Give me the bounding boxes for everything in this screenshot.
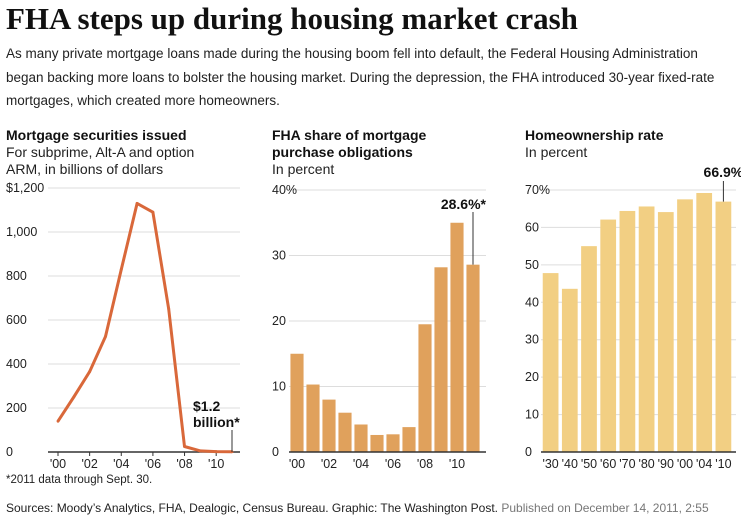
chart1-ytick-label: 600 [6,313,27,327]
chart1-ytick-label: 400 [6,357,27,371]
chart1-subtitle-line2: ARM, in billions of dollars [6,161,164,177]
chart3-bar [600,219,617,452]
chart3-xtick-label: '80 [638,457,654,471]
chart1-ytick-label: 0 [6,445,13,459]
chart2-bar [418,324,432,452]
chart2-ytick-label: 10 [272,380,286,394]
chart3-ytick-label: 60 [525,220,539,234]
chart2-bar [354,424,368,452]
sources-line: Sources: Moody’s Analytics, FHA, Dealogi… [6,501,709,515]
chart3-xtick-label: '00 [677,457,693,471]
chart2-annotation: 28.6%* [441,196,487,212]
fha-share-chart: 0 10 20 30 40% '00 '02 '04 '06 '08 '10 28.6%* [272,183,487,471]
chart3-xtick-label: '50 [581,457,597,471]
chart3-subtitle: In percent [525,144,588,160]
published-date: Published on December 14, 2011, 2:55 [501,501,709,515]
chart1-xtick-label: '00 [50,457,66,471]
chart1-xtick-label: '02 [81,457,97,471]
chart3-ytick-label: 50 [525,258,539,272]
chart3-bar [619,210,636,452]
chart3-annotation: 66.9% [704,164,741,180]
chart1-xtick-label: '04 [113,457,129,471]
chart1-xtick-label: '06 [145,457,161,471]
chart1-data-point [198,449,202,453]
chart1-data-point [56,419,60,423]
chart3-bar [696,192,713,452]
chart3-bar [581,246,597,452]
chart2-bar [290,353,304,452]
chart1-data-point [167,307,171,311]
chart1-ytick-label: $1,200 [6,181,44,195]
chart1-series-line [56,201,233,454]
chart2-bar [338,412,352,452]
chart2-xtick-label: '10 [449,457,465,471]
chart2-bar [322,399,336,452]
chart3-ytick-label: 0 [525,445,532,459]
chart3-ytick-label: 20 [525,370,539,384]
chart3-bar [715,201,732,452]
chart1-footnote: *2011 data through Sept. 30. [6,474,153,486]
chart1-ytick-label: 1,000 [6,225,37,239]
mortgage-securities-chart: 0 200 400 600 800 1,000 $1,200 '00 '02 '04 '06 '08 '… [6,181,240,471]
homeownership-chart: 0 10 20 30 40 50 60 70% '30 '40'50'60'70'80 '90'00… [525,164,741,471]
chart3-xtick-label: '04 [696,457,712,471]
chart2-ytick-label: 0 [272,445,279,459]
chart1-subtitle-line1: For subprime, Alt-A and option [6,144,195,160]
chart1-data-point [72,395,76,399]
chart2-bar [450,222,464,452]
chart2-xtick-label: '00 [289,457,305,471]
chart1-ytick-label: 800 [6,269,27,283]
chart1-data-point [135,202,139,205]
chart2-xtick-label: '04 [353,457,369,471]
chart2-ytick-label: 20 [272,314,286,328]
chart1-annotation-line1: $1.2 [193,398,220,414]
intro-text: As many private mortgage loans made duri… [6,46,715,108]
chart3-xtick-label: '40 [562,457,578,471]
chart1-title: Mortgage securities issued [6,127,187,143]
chart3-title: Homeownership rate [525,127,664,143]
chart2-title-line2: purchase obligations [272,144,413,160]
chart3-ytick-label: 40 [525,295,539,309]
chart3-bar [561,288,578,452]
chart1-xtick-label: '10 [208,457,224,471]
chart2-bar [434,267,448,452]
chart2-bar [402,427,416,452]
chart3-xtick-label: '10 [715,457,731,471]
chart2-xtick-label: '06 [385,457,401,471]
chart2-ytick-label: 40% [272,183,297,197]
chart2-xtick-label: '08 [417,457,433,471]
chart3-xtick-label: '70 [619,457,635,471]
chart2-subtitle: In percent [272,161,335,177]
chart1-data-point [119,268,123,271]
chart2-bar [370,434,384,452]
chart3-bar [638,206,655,452]
chart1-xtick-label: '08 [176,457,192,471]
chart2-bar [466,264,480,452]
chart3-xtick-label: '90 [658,457,674,471]
headline: FHA steps up during housing market crash [6,1,578,36]
chart3-xtick-label: '60 [600,457,616,471]
chart2-bar [306,384,320,452]
chart2-title-line1: FHA share of mortgage [272,127,427,143]
chart1-ytick-label: 200 [6,401,27,415]
chart1-annotation-line2: billion* [193,414,240,430]
chart3-bar [657,212,674,452]
chart1-data-point [214,450,218,453]
chart3-ytick-label: 10 [525,408,539,422]
chart2-xtick-label: '02 [321,457,337,471]
chart2-ytick-label: 30 [272,249,286,263]
chart3-ytick-label: 30 [525,333,539,347]
chart3-bar [542,273,559,452]
sources-text: Sources: Moody’s Analytics, FHA, Dealogi… [6,501,499,515]
chart1-data-point [183,445,186,448]
chart2-bar [386,434,400,452]
chart1-data-point [151,210,155,214]
chart3-ytick-label: 70% [525,183,550,197]
chart3-xtick-label: '30 [542,457,558,471]
chart1-data-point [88,370,92,374]
chart1-data-point [104,335,107,338]
chart3-bar [677,199,693,452]
